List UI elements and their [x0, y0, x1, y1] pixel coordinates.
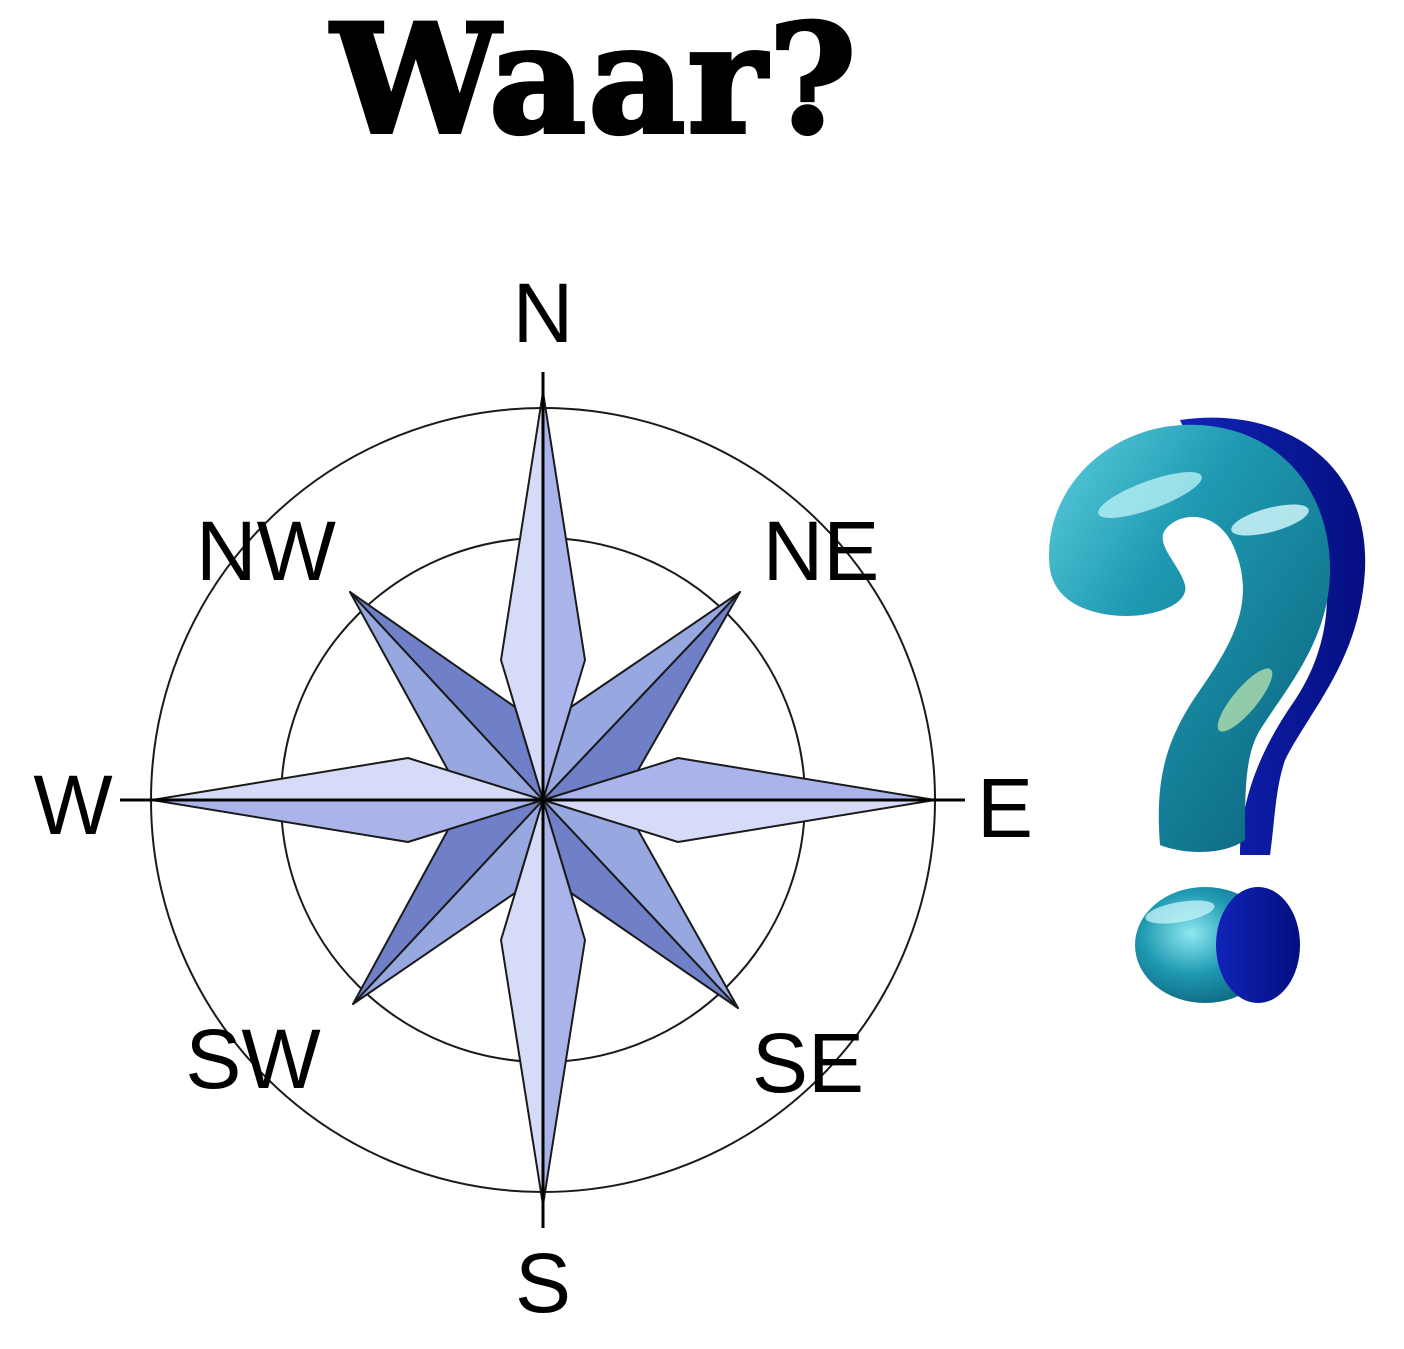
label-n: N: [513, 266, 574, 360]
question-mark-icon: [1049, 417, 1366, 1003]
label-se: SE: [752, 1016, 864, 1110]
label-e: E: [977, 761, 1033, 855]
compass-rose: N NE E SE S SW W NW: [33, 266, 1033, 1330]
question-mark-highlight-right: [1231, 504, 1309, 536]
question-mark-highlight-top: [1098, 472, 1202, 518]
label-ne: NE: [763, 504, 880, 598]
page-title: Waar?: [330, 0, 859, 168]
diagonal-points: [349, 591, 741, 1009]
label-nw: NW: [196, 504, 336, 598]
question-mark-dot: [1135, 887, 1300, 1003]
label-sw: SW: [185, 1012, 320, 1106]
question-mark-highlight-stem: [1217, 668, 1273, 732]
label-w: W: [33, 758, 112, 852]
label-s: S: [515, 1236, 571, 1330]
